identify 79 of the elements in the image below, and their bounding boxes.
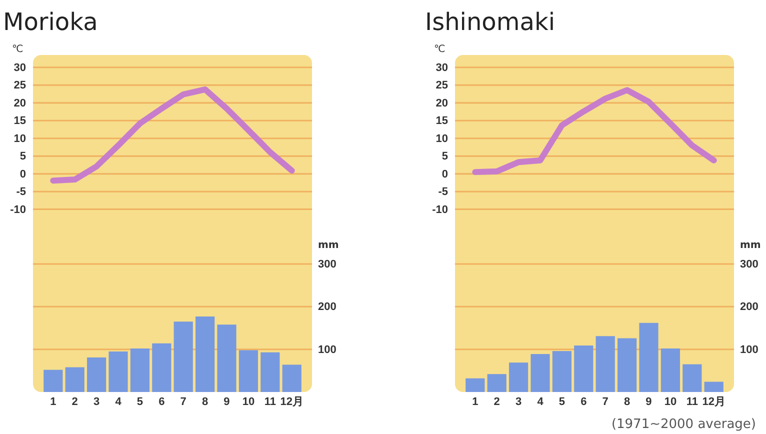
x-tick-label: 1 [472, 396, 478, 408]
bar [487, 374, 506, 392]
y-tick-label: -10 [10, 204, 26, 216]
y2-tick-label: 200 [318, 301, 336, 314]
bar [87, 357, 106, 392]
y-axis-title: ℃ [12, 44, 24, 55]
y-tick-label: 0 [20, 168, 26, 180]
bar [660, 348, 680, 392]
y-tick-label: -10 [432, 204, 448, 216]
x-tick-label: 4 [115, 396, 122, 408]
x-tick-label: 2 [72, 396, 78, 408]
bar [174, 322, 193, 392]
bar [238, 350, 258, 392]
chart-title: Ishinomaki [425, 8, 556, 36]
y2-tick-label: 100 [318, 344, 336, 356]
y2-axis-title: mm [740, 240, 761, 252]
y-tick-label: 30 [436, 62, 448, 74]
bar [509, 362, 528, 392]
y-tick-label: 15 [436, 115, 448, 128]
y2-tick-label: 300 [318, 258, 336, 271]
x-tick-label: 9 [224, 396, 230, 408]
x-tick-label: 1 [50, 396, 56, 408]
bar [44, 370, 63, 392]
bar [466, 378, 485, 392]
x-tick-label: 7 [602, 396, 608, 408]
x-tick-label: 5 [136, 396, 144, 408]
x-tick-label: 3 [93, 396, 100, 408]
y2-tick-label: 300 [740, 258, 758, 271]
bar [282, 364, 302, 392]
x-tick-label: 2 [494, 396, 500, 408]
y-tick-label: 10 [436, 132, 448, 145]
bar [552, 351, 572, 392]
bar [596, 336, 615, 392]
y-tick-label: 25 [14, 80, 26, 92]
x-tick-label: 11 [264, 396, 276, 408]
bar [618, 338, 637, 392]
y-axis-title: ℃ [434, 44, 446, 55]
x-tick-label: 5 [558, 396, 566, 408]
y-tick-label: 15 [14, 115, 26, 128]
bar [108, 351, 128, 392]
bar [152, 343, 172, 392]
bar [196, 316, 215, 392]
x-tick-label: 10 [242, 396, 255, 408]
chart-title: Morioka [3, 8, 98, 36]
x-tick-label: 12月 [702, 396, 726, 408]
x-tick-label: 6 [158, 396, 165, 408]
y-tick-label: 30 [14, 62, 26, 74]
bar [130, 348, 150, 392]
y-tick-label: 5 [20, 150, 26, 163]
x-tick-label: 3 [515, 396, 522, 408]
y-tick-label: 20 [436, 97, 448, 110]
x-tick-label: 11 [686, 396, 698, 408]
y-tick-label: 5 [442, 150, 448, 163]
x-tick-label: 12月 [280, 396, 304, 408]
bar [704, 382, 724, 392]
x-tick-label: 6 [580, 396, 587, 408]
y-tick-label: 25 [436, 80, 448, 92]
y-tick-label: 0 [442, 168, 448, 180]
y-tick-label: 20 [14, 97, 26, 110]
bar [639, 322, 658, 392]
bar [260, 352, 280, 392]
bar [217, 324, 236, 392]
y2-tick-label: 200 [740, 301, 758, 314]
bar [682, 364, 702, 392]
x-tick-label: 4 [537, 396, 544, 408]
y2-tick-label: 100 [740, 344, 758, 356]
x-tick-label: 9 [646, 396, 652, 408]
bar [65, 367, 84, 392]
text: (1971~2000 average) [611, 417, 756, 432]
y-tick-label: 10 [14, 132, 26, 145]
x-tick-label: 10 [664, 396, 677, 408]
x-tick-label: 8 [202, 396, 208, 408]
x-tick-label: 7 [180, 396, 186, 408]
y-tick-label: -5 [16, 186, 26, 198]
bar [574, 346, 594, 392]
bar [530, 354, 550, 392]
x-tick-label: 8 [624, 396, 630, 408]
y2-axis-title: mm [318, 240, 339, 252]
y-tick-label: -5 [438, 186, 448, 198]
